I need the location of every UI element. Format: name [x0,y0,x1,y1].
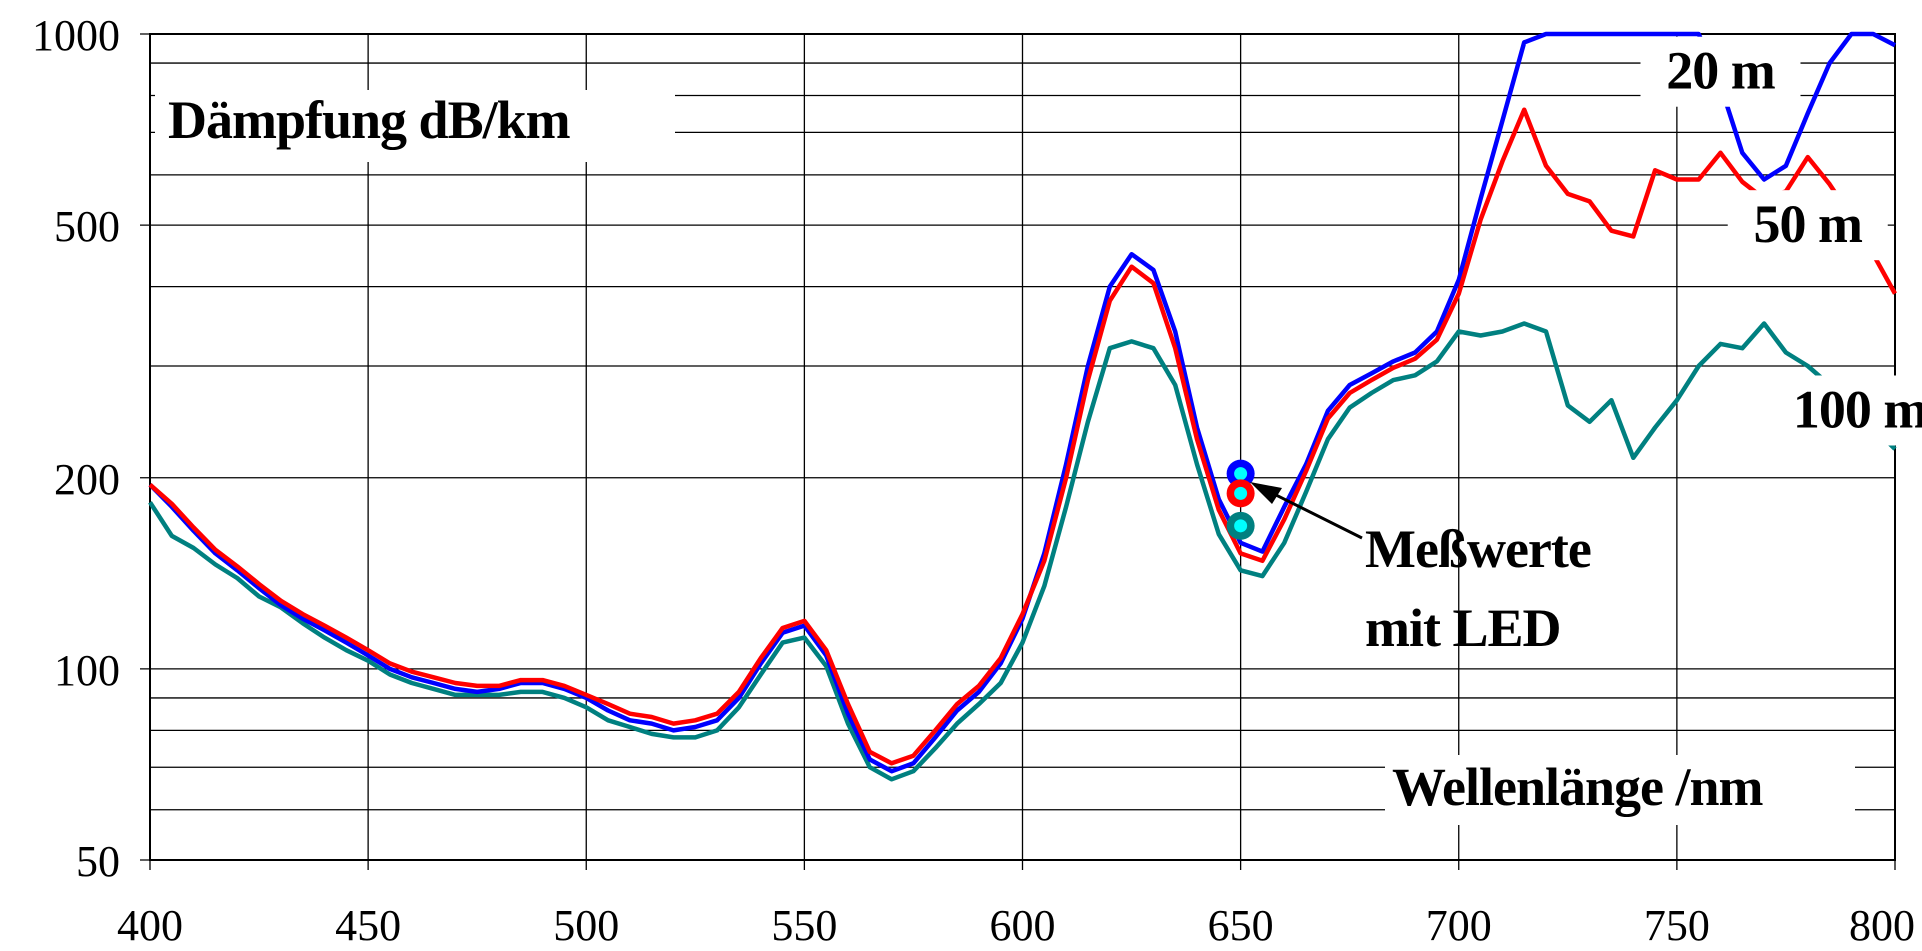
annotation-line1: Meßwerte [1365,519,1591,579]
x-axis-label: Wellenlänge /nm [1392,757,1764,817]
label-20m-backdrop [1640,36,1801,107]
label-50m-backdrop [1727,190,1888,261]
y-tick-label: 500 [54,202,120,251]
annotation-line2: mit LED [1365,598,1561,658]
x-tick-label: 600 [990,901,1056,950]
annotation-arrow-head [1250,482,1282,504]
led-markers [1226,459,1255,540]
xlabel-backdrop [1385,755,1855,825]
y-tick-label: 100 [54,646,120,695]
x-tick-label: 550 [771,901,837,950]
led-marker-core [1234,486,1248,500]
series-line-50m [148,107,1897,766]
x-tick-label: 750 [1644,901,1710,950]
x-tick-label: 700 [1426,901,1492,950]
y-tick-label: 200 [54,455,120,504]
x-tick-labels: 400 450 500 550 600 650 700 750 800 [117,901,1915,950]
x-tick-label: 650 [1208,901,1274,950]
series-line-100m [148,321,1897,782]
y-axis-label: Dämpfung dB/km [168,90,571,150]
x-tick-label: 800 [1849,901,1915,950]
x-tick-label: 400 [117,901,183,950]
label-100m-backdrop [1765,375,1922,446]
series-label-100m: 100 m [1793,379,1922,439]
x-tick-label: 450 [335,901,401,950]
y-tick-label: 1000 [32,11,120,60]
x-tick-label: 500 [553,901,619,950]
annotation-arrow-line [1261,486,1363,540]
y-tick-labels: 1000 500 200 100 50 [32,11,120,886]
led-marker-core [1234,519,1248,533]
series-label-50m: 50 m [1754,194,1864,254]
series-layer [148,31,1897,782]
series-label-20m: 20 m [1666,41,1776,101]
ylabel-backdrop [155,90,675,162]
y-tick-label: 50 [76,837,120,886]
led-marker-core [1234,467,1248,481]
